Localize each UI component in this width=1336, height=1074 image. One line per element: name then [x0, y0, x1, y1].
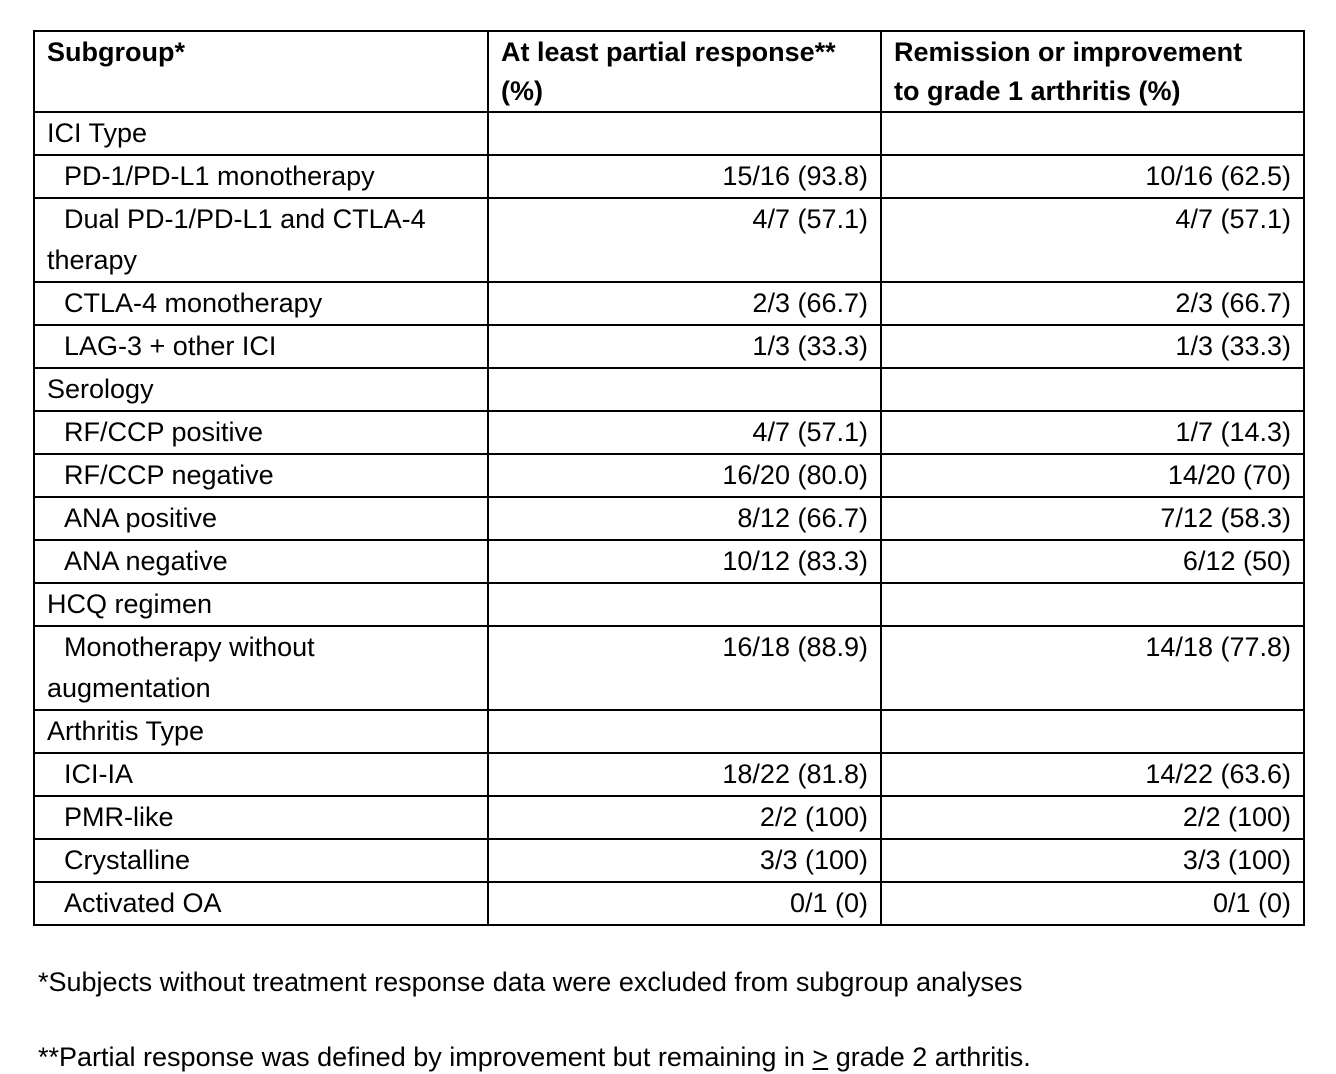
section-row: ICI Type: [33, 111, 1305, 156]
subgroup-cell: Crystalline: [33, 838, 489, 883]
partial-response-cell: 16/20 (80.0): [487, 453, 882, 498]
table-row: Activated OA 0/1 (0) 0/1 (0): [33, 881, 1305, 926]
partial-response-cell: 4/7 (57.1): [487, 410, 882, 455]
remission-cell: 1/3 (33.3): [880, 324, 1305, 369]
footnote-partial-definition-before: **Partial response was defined by improv…: [38, 1042, 813, 1072]
remission-cell: 14/18 (77.8): [880, 625, 1305, 711]
col-header-subgroup: Subgroup*: [33, 30, 489, 113]
remission-cell: 3/3 (100): [880, 838, 1305, 883]
table-row: PD-1/PD-L1 monotherapy 15/16 (93.8) 10/16 …: [33, 154, 1305, 199]
partial-response-cell: 8/12 (66.7): [487, 496, 882, 541]
partial-response-cell: 10/12 (83.3): [487, 539, 882, 584]
remission-cell: 6/12 (50): [880, 539, 1305, 584]
footnote-partial-response-definition: **Partial response was defined by improv…: [38, 1040, 1031, 1074]
partial-response-cell: 0/1 (0): [487, 881, 882, 926]
partial-response-cell: 18/22 (81.8): [487, 752, 882, 797]
subgroup-cell: ANA negative: [33, 539, 489, 584]
remission-cell: 4/7 (57.1): [880, 197, 1305, 283]
remission-cell: 10/16 (62.5): [880, 154, 1305, 199]
subgroup-cell: Arthritis Type: [33, 709, 489, 754]
table-row: ANA negative 10/12 (83.3) 6/12 (50): [33, 539, 1305, 584]
subgroup-cell: LAG-3 + other ICI: [33, 324, 489, 369]
col-header-remission: Remission or improvement to grade 1 arth…: [880, 30, 1305, 113]
subgroup-cell: Activated OA: [33, 881, 489, 926]
subgroup-cell: Serology: [33, 367, 489, 412]
table-row: ANA positive 8/12 (66.7) 7/12 (58.3): [33, 496, 1305, 541]
subgroup-cell: ICI Type: [33, 111, 489, 156]
remission-cell: 2/3 (66.7): [880, 281, 1305, 326]
subgroup-cell: HCQ regimen: [33, 582, 489, 627]
subgroup-cell: RF/CCP positive: [33, 410, 489, 455]
table-row: Crystalline 3/3 (100) 3/3 (100): [33, 838, 1305, 883]
subgroup-cell: RF/CCP negative: [33, 453, 489, 498]
remission-cell: 1/7 (14.3): [880, 410, 1305, 455]
table-row: Dual PD-1/PD-L1 and CTLA-4 therapy 4/7 (5…: [33, 197, 1305, 283]
table-row: PMR-like 2/2 (100) 2/2 (100): [33, 795, 1305, 840]
partial-response-cell: 16/18 (88.9): [487, 625, 882, 711]
subgroup-cell: PD-1/PD-L1 monotherapy: [33, 154, 489, 199]
subgroup-cell: PMR-like: [33, 795, 489, 840]
header-row: Subgroup* At least partial response** (%…: [33, 30, 1305, 113]
footnote-partial-definition-after: grade 2 arthritis.: [828, 1042, 1031, 1072]
section-row: HCQ regimen: [33, 582, 1305, 627]
remission-cell: [880, 582, 1305, 627]
section-row: Serology: [33, 367, 1305, 412]
partial-response-cell: 3/3 (100): [487, 838, 882, 883]
table-row: RF/CCP negative 16/20 (80.0) 14/20 (70): [33, 453, 1305, 498]
subgroup-cell: Dual PD-1/PD-L1 and CTLA-4 therapy: [33, 197, 489, 283]
partial-response-cell: 4/7 (57.1): [487, 197, 882, 283]
partial-response-cell: 2/2 (100): [487, 795, 882, 840]
section-row: Arthritis Type: [33, 709, 1305, 754]
remission-cell: 2/2 (100): [880, 795, 1305, 840]
remission-cell: [880, 111, 1305, 156]
remission-cell: 14/22 (63.6): [880, 752, 1305, 797]
remission-cell: [880, 709, 1305, 754]
subgroup-response-table-wrap: Subgroup* At least partial response** (%…: [33, 30, 1305, 926]
col-header-partial-response: At least partial response** (%): [487, 30, 882, 113]
remission-cell: 14/20 (70): [880, 453, 1305, 498]
table-row: RF/CCP positive 4/7 (57.1) 1/7 (14.3): [33, 410, 1305, 455]
table-row: LAG-3 + other ICI 1/3 (33.3) 1/3 (33.3): [33, 324, 1305, 369]
subgroup-cell: ICI-IA: [33, 752, 489, 797]
subgroup-response-table: Subgroup* At least partial response** (%…: [33, 30, 1305, 926]
table-row: Monotherapy without augmentation 16/18 (8…: [33, 625, 1305, 711]
partial-response-cell: 15/16 (93.8): [487, 154, 882, 199]
partial-response-cell: 2/3 (66.7): [487, 281, 882, 326]
subgroup-cell: CTLA-4 monotherapy: [33, 281, 489, 326]
table-body: ICI Type PD-1/PD-L1 monotherapy 15/16 (93.…: [33, 111, 1305, 926]
partial-response-cell: [487, 709, 882, 754]
table-row: CTLA-4 monotherapy 2/3 (66.7) 2/3 (66.7): [33, 281, 1305, 326]
table-row: ICI-IA 18/22 (81.8) 14/22 (63.6): [33, 752, 1305, 797]
footnote-excluded-subjects: *Subjects without treatment response dat…: [38, 965, 1023, 1000]
remission-cell: 7/12 (58.3): [880, 496, 1305, 541]
partial-response-cell: [487, 367, 882, 412]
remission-cell: [880, 367, 1305, 412]
footnote-excluded-subjects-text: *Subjects without treatment response dat…: [38, 967, 1023, 997]
subgroup-cell: ANA positive: [33, 496, 489, 541]
remission-cell: 0/1 (0): [880, 881, 1305, 926]
greater-or-equal-symbol: >: [812, 1042, 829, 1072]
partial-response-cell: [487, 111, 882, 156]
partial-response-cell: [487, 582, 882, 627]
subgroup-cell: Monotherapy without augmentation: [33, 625, 489, 711]
partial-response-cell: 1/3 (33.3): [487, 324, 882, 369]
